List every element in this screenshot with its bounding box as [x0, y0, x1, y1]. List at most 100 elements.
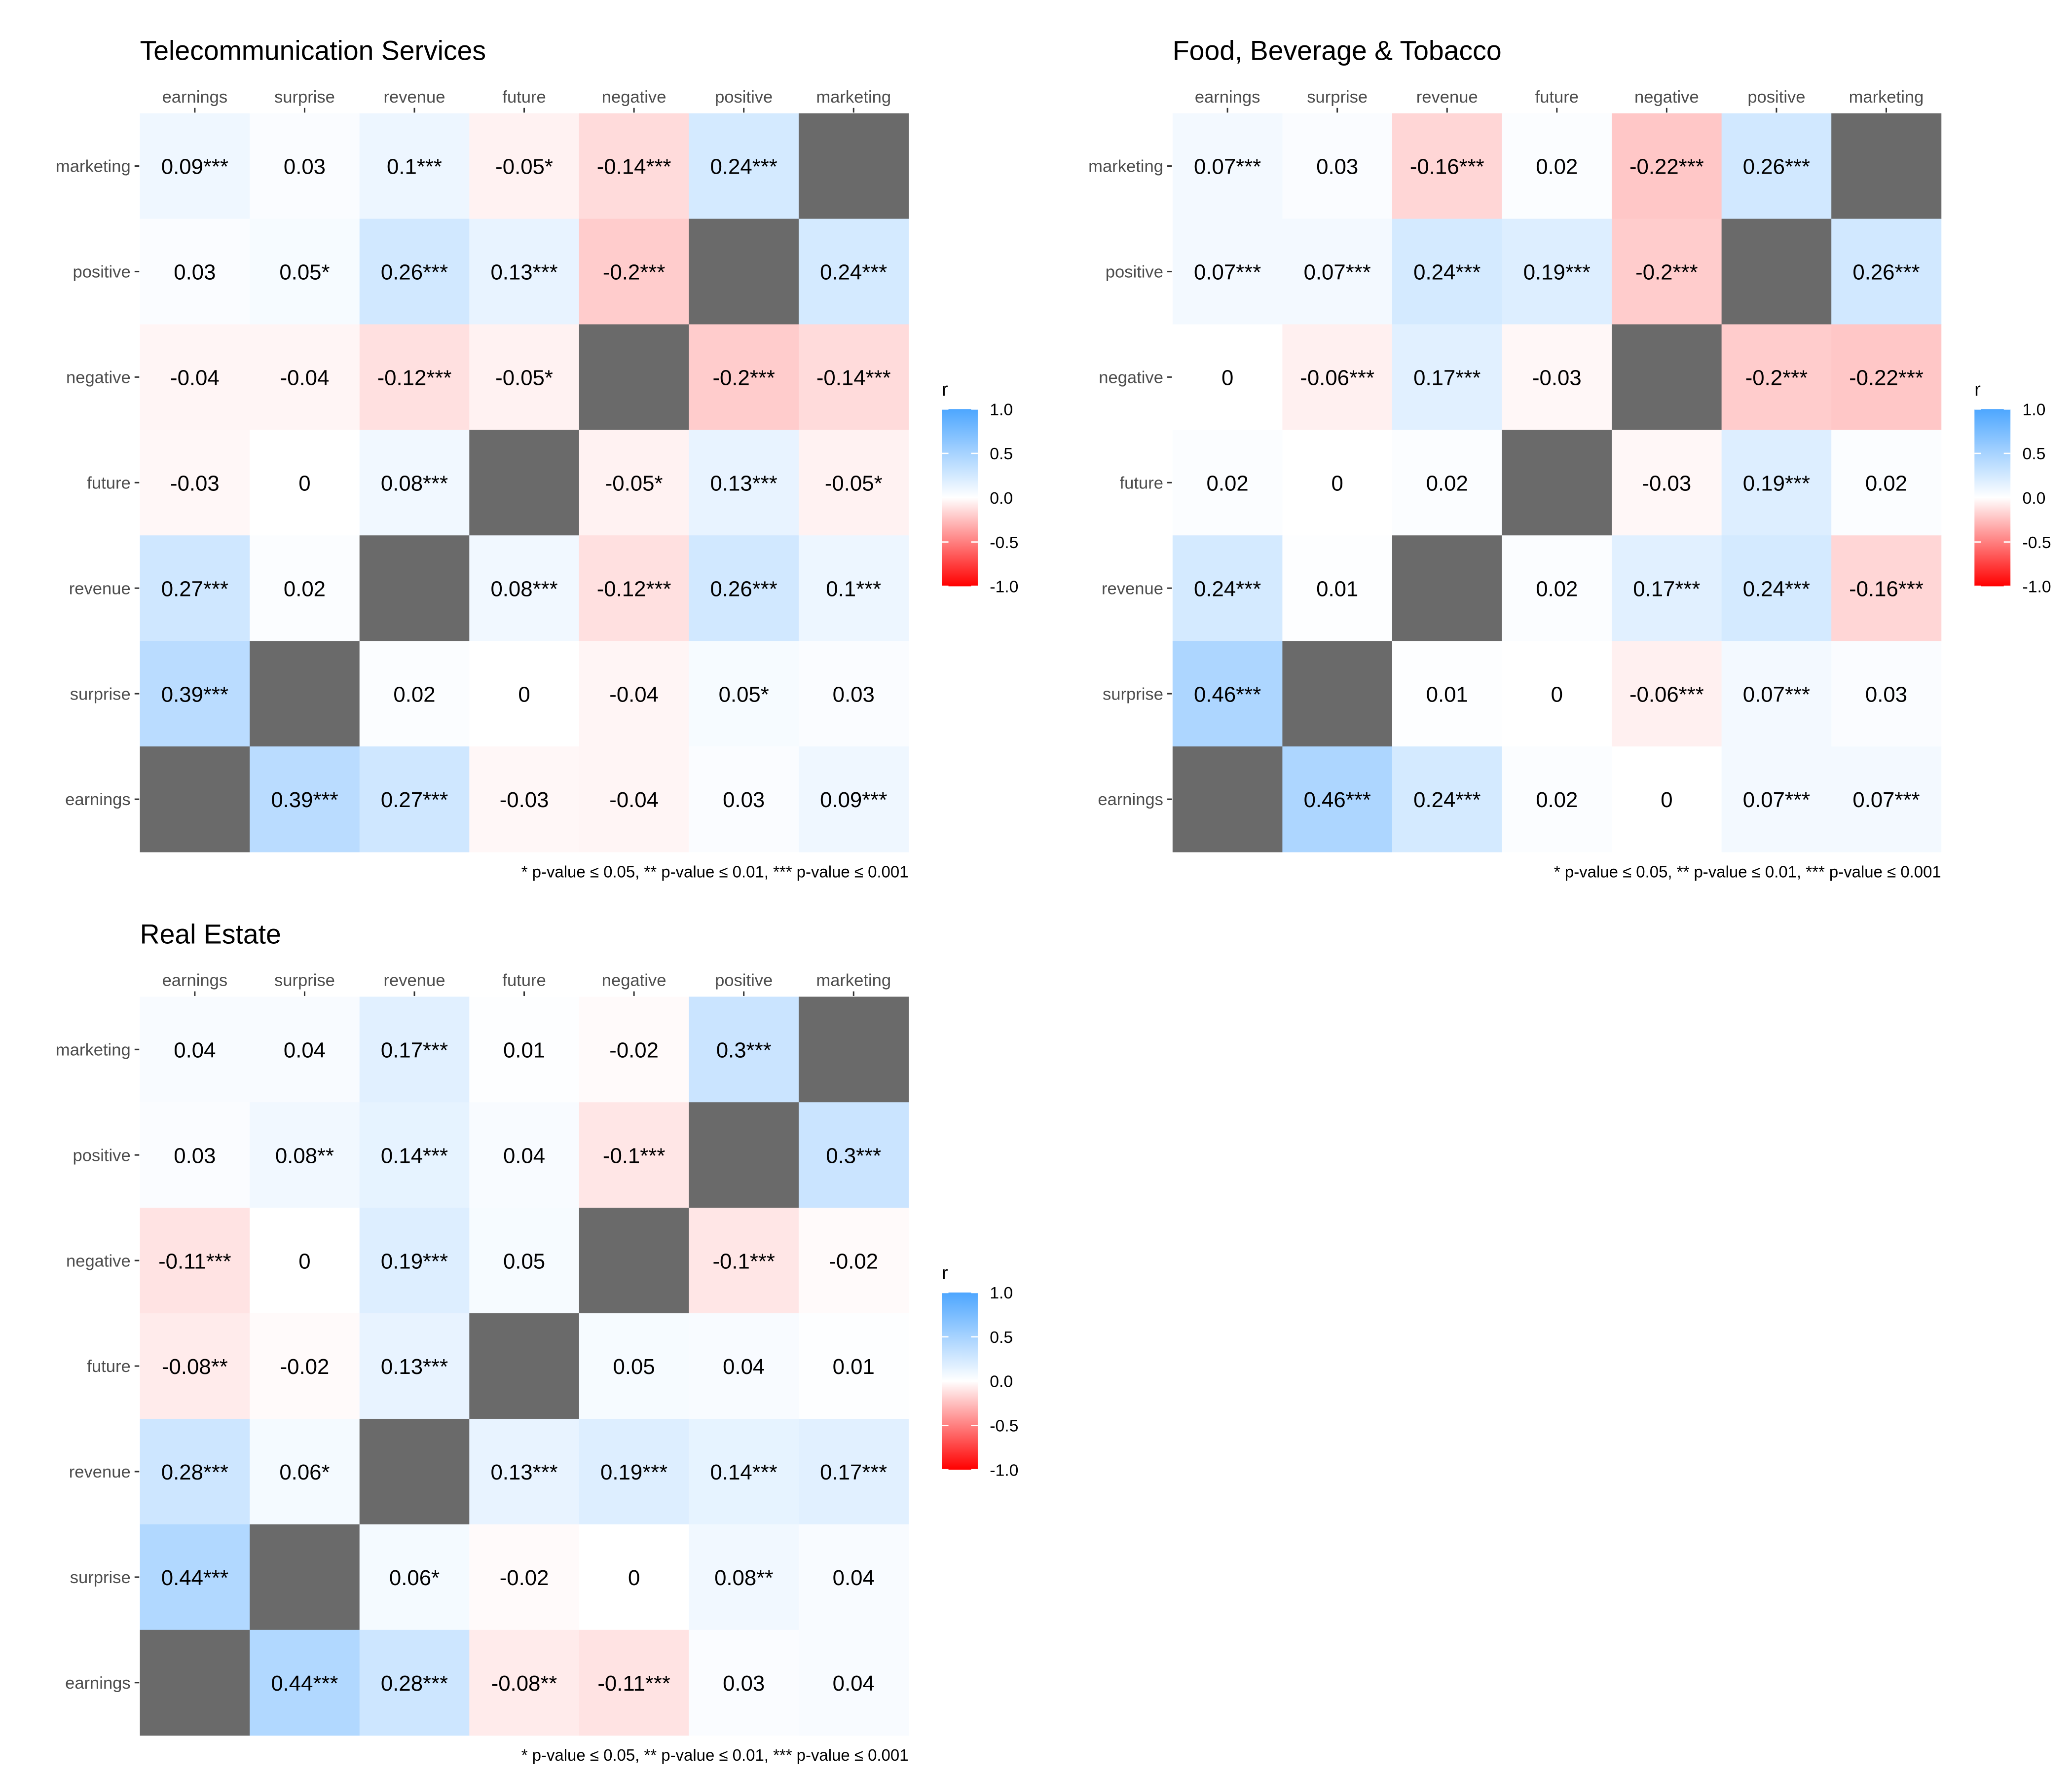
- cell-value-label: 0.07***: [1194, 155, 1261, 179]
- x-tick-label: future: [502, 971, 546, 990]
- legend-tick-label: 1.0: [990, 1284, 1013, 1302]
- cell-value-label: -0.12***: [377, 366, 452, 390]
- x-tick-label: surprise: [274, 971, 335, 990]
- heatmap-cell: [250, 997, 360, 1103]
- cell-value-label: -0.06***: [1300, 366, 1374, 390]
- y-tick-label: negative: [66, 369, 131, 387]
- y-tick-label: revenue: [1102, 579, 1163, 598]
- significance-caption: * p-value ≤ 0.05, ** p-value ≤ 0.01, ***…: [521, 1746, 909, 1764]
- heatmap-cell: [140, 219, 250, 325]
- legend-tick-label: 0.5: [2023, 444, 2046, 463]
- legend-tick-label: 1.0: [990, 400, 1013, 419]
- heatmap-cell: [689, 1313, 799, 1419]
- cell-value-label: -0.02: [500, 1566, 549, 1590]
- cell-value-label: 0.08**: [275, 1144, 334, 1168]
- cell-value-label: -0.04: [609, 788, 659, 812]
- heatmap-cell: [798, 219, 909, 325]
- diagonal-cell: [1392, 535, 1503, 641]
- cell-value-label: 0.26***: [381, 260, 448, 285]
- x-tick-label: earnings: [162, 971, 228, 990]
- heatmap-cell: [1502, 535, 1612, 641]
- heatmap-cell: [689, 641, 799, 747]
- heatmap-cell: [798, 324, 909, 430]
- heatmap-cell: [1721, 746, 1832, 852]
- x-tick-label: surprise: [274, 88, 335, 107]
- cell-value-label: -0.05*: [495, 155, 553, 179]
- legend-tick-label: -0.5: [990, 533, 1018, 552]
- cell-value-label: 0.26***: [1852, 260, 1920, 285]
- heatmap-cell: [1172, 113, 1283, 219]
- heatmap-cell: [689, 1418, 799, 1525]
- cell-value-label: 0.09***: [161, 155, 228, 179]
- heatmap-cell: [469, 997, 580, 1103]
- heatmap-cell: [359, 113, 470, 219]
- heatmap-cell: [579, 113, 689, 219]
- heatmap-cell: [1612, 535, 1722, 641]
- cell-value-label: -0.2***: [712, 366, 775, 390]
- cell-value-label: 0: [628, 1566, 640, 1590]
- y-tick-label: surprise: [70, 1568, 131, 1587]
- cell-value-label: -0.03: [1532, 366, 1582, 390]
- cell-value-label: 0.24***: [1413, 788, 1480, 812]
- diagonal-cell: [1172, 746, 1283, 852]
- legend-tick-label: -0.5: [990, 1417, 1018, 1436]
- heatmap-cell: [1612, 219, 1722, 325]
- legend-tick-label: -1.0: [990, 578, 1018, 596]
- heatmap-cell: [250, 746, 360, 852]
- heatmap-cell: [1612, 641, 1722, 747]
- heatmap-cell: [1831, 641, 1942, 747]
- heatmap-cell: [579, 430, 689, 536]
- heatmap-cell: [1721, 430, 1832, 536]
- heatmap-cell: [579, 535, 689, 641]
- cell-value-label: 0.08**: [714, 1566, 773, 1590]
- legend-tick-label: 0.0: [990, 1372, 1013, 1391]
- diagonal-cell: [359, 535, 470, 641]
- cell-value-label: 0.02: [1207, 471, 1249, 495]
- heatmap-cell: [359, 219, 470, 325]
- diagonal-cell: [469, 1313, 580, 1419]
- cell-value-label: 0.19***: [1743, 471, 1810, 495]
- cell-value-label: 0.44***: [161, 1566, 228, 1590]
- y-tick-label: earnings: [65, 1674, 131, 1693]
- heatmap-cell: [359, 1629, 470, 1736]
- x-tick-label: earnings: [1195, 88, 1260, 107]
- cell-value-label: 0.01: [503, 1038, 545, 1062]
- cell-value-label: 0.05: [503, 1249, 545, 1273]
- legend-tick-label: 0.5: [990, 1328, 1013, 1347]
- heatmap-cell: [689, 1629, 799, 1736]
- heatmap-cell: [689, 430, 799, 536]
- heatmap-cell: [250, 535, 360, 641]
- cell-value-label: -0.12***: [597, 577, 671, 601]
- cell-value-label: -0.03: [500, 788, 549, 812]
- x-tick-label: marketing: [816, 971, 891, 990]
- cell-value-label: 0.17***: [381, 1038, 448, 1062]
- chart-title: Telecommunication Services: [140, 36, 486, 66]
- diagonal-cell: [798, 113, 909, 219]
- heatmap-cell: [1612, 430, 1722, 536]
- x-tick-label: negative: [1634, 88, 1699, 107]
- cell-value-label: -0.08**: [491, 1671, 557, 1696]
- cell-value-label: 0.46***: [1304, 788, 1371, 812]
- heatmap-cell: [469, 324, 580, 430]
- cell-value-label: -0.14***: [816, 366, 891, 390]
- cell-value-label: 0.03: [723, 1671, 765, 1696]
- cell-value-label: 0.05: [613, 1355, 655, 1379]
- legend-tick-label: 0.0: [2023, 489, 2046, 508]
- y-tick-label: surprise: [1103, 685, 1163, 703]
- heatmap-cell: [1172, 430, 1283, 536]
- cell-value-label: 0.19***: [600, 1460, 667, 1484]
- diagonal-cell: [469, 430, 580, 536]
- heatmap-cell: [359, 641, 470, 747]
- cell-value-label: 0.04: [503, 1144, 545, 1168]
- cell-value-label: 0.24***: [1194, 577, 1261, 601]
- legend-tick-label: -1.0: [990, 1461, 1018, 1480]
- heatmap-cell: [1831, 219, 1942, 325]
- cell-value-label: 0.14***: [381, 1144, 448, 1168]
- y-tick-label: marketing: [56, 157, 131, 176]
- heatmap-cell: [798, 641, 909, 747]
- heatmap-cell: [1612, 746, 1722, 852]
- legend-title: r: [942, 1263, 948, 1284]
- heatmap-cell: [1502, 113, 1612, 219]
- cell-value-label: 0.3***: [716, 1038, 772, 1062]
- cell-value-label: 0.02: [1536, 788, 1578, 812]
